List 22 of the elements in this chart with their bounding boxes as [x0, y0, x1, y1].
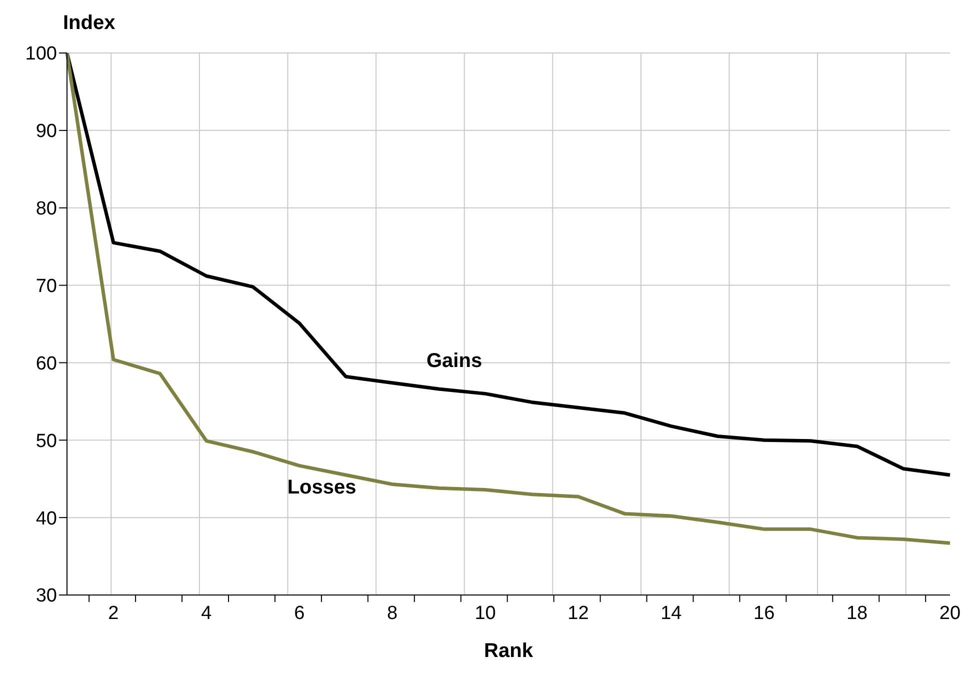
series-label: Gains: [426, 350, 482, 372]
x-tick-label: 16: [754, 603, 775, 624]
y-tick-label: 90: [36, 121, 57, 142]
x-tick-label: 18: [846, 603, 868, 624]
x-tick-label: 2: [108, 603, 119, 624]
x-tick-label: 14: [660, 603, 682, 624]
y-tick-label: 80: [36, 198, 57, 220]
x-tick-label: 12: [568, 603, 589, 624]
x-tick-label: 10: [474, 603, 496, 624]
y-tick-label: 50: [36, 430, 57, 452]
series-label: Losses: [287, 476, 356, 499]
x-tick-label: 4: [201, 603, 212, 624]
x-tick-label: 8: [387, 603, 398, 624]
x-tick-label: 6: [294, 603, 305, 624]
y-tick-label: 60: [36, 353, 57, 374]
y-tick-label: 30: [36, 586, 57, 607]
y-tick-label: 40: [36, 508, 57, 530]
y-tick-label: 70: [36, 276, 57, 298]
y-axis-title: Index: [63, 12, 116, 35]
y-tick-label: 100: [25, 44, 57, 65]
x-axis-title: Rank: [484, 640, 534, 662]
x-tick-label: 20: [939, 603, 961, 624]
